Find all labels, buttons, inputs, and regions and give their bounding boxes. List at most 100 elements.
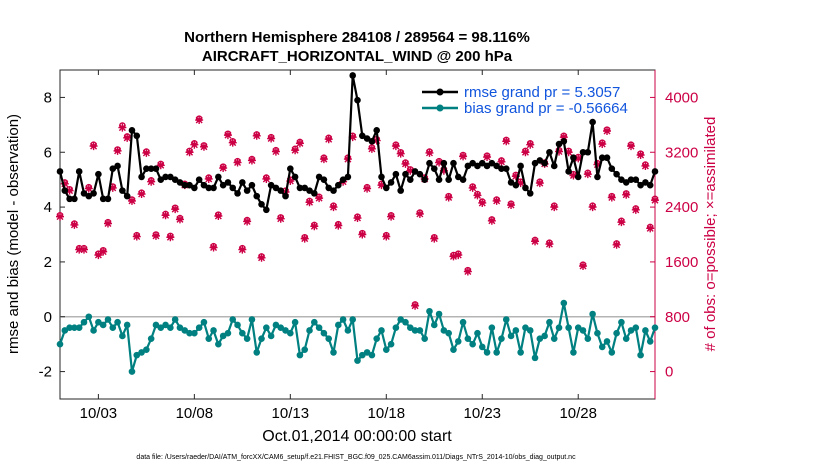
obs-assimilated-marker: [382, 232, 391, 241]
rmse-data-point: [546, 148, 553, 156]
obs-assimilated-marker: [377, 181, 386, 190]
rmse-data-point: [104, 195, 112, 203]
obs-assimilated-marker: [617, 218, 626, 227]
obs-assimilated-marker: [151, 231, 160, 240]
bias-data-point: [71, 324, 78, 332]
rmse-data-point: [176, 179, 184, 186]
obs-assimilated-marker: [65, 186, 74, 195]
obs-assimilated-marker: [444, 193, 453, 202]
obs-assimilated-marker: [607, 193, 616, 202]
bias-data-point: [536, 335, 544, 342]
rmse-data-point: [143, 165, 150, 172]
bias-data-point: [411, 327, 419, 334]
bias-data-point: [219, 332, 227, 340]
obs-assimilated-marker: [497, 157, 506, 166]
rmse-data-point: [435, 176, 443, 183]
obs-assimilated-marker: [396, 149, 405, 158]
bias-data-point: [99, 321, 107, 329]
bias-data-point: [358, 351, 366, 359]
rmse-data-point: [71, 195, 78, 203]
rmse-data-point: [459, 176, 467, 183]
obs-assimilated-marker: [651, 196, 659, 205]
bias-data-point: [167, 324, 174, 332]
right-y-tick-label: 4000: [665, 89, 698, 106]
rmse-data-point: [61, 187, 69, 194]
rmse-data-point: [416, 170, 424, 178]
obs-assimilated-marker: [334, 221, 343, 230]
bias-data-point: [80, 318, 88, 326]
bias-data-point: [301, 346, 309, 353]
bias-data-point: [354, 357, 361, 364]
obs-assimilated-marker: [310, 222, 319, 231]
rmse-data-point: [186, 181, 193, 189]
obs-assimilated-marker: [94, 251, 103, 260]
bias-data-point: [627, 327, 635, 334]
bias-data-point: [579, 327, 587, 334]
bias-data-point: [574, 324, 582, 332]
obs-assimilated-marker: [247, 156, 256, 165]
bias-data-point: [90, 327, 97, 334]
bias-data-point: [594, 329, 601, 337]
obs-assimilated-marker: [348, 133, 357, 142]
bias-data-point: [603, 338, 611, 345]
bias-data-point: [339, 316, 347, 323]
bias-data-point: [421, 335, 428, 342]
bias-data-point: [282, 327, 289, 334]
bias-data-point: [488, 324, 496, 332]
rmse-data-point: [493, 162, 500, 170]
rmse-data-point: [114, 162, 121, 170]
right-y-tick-label: 0: [665, 364, 673, 381]
rmse-data-point: [426, 159, 433, 167]
legend-bias-marker: [436, 104, 444, 112]
bias-data-point: [66, 324, 73, 332]
bias-data-point: [243, 335, 251, 342]
obs-assimilated-marker: [401, 159, 410, 168]
obs-assimilated-marker: [574, 154, 583, 163]
obs-assimilated-marker: [487, 216, 496, 225]
rmse-data-point: [632, 176, 640, 183]
rmse-data-point: [253, 192, 261, 200]
obs-assimilated-marker: [636, 150, 645, 159]
obs-assimilated-marker: [267, 134, 276, 143]
obs-assimilated-marker: [209, 243, 218, 252]
bias-data-point: [363, 349, 371, 356]
obs-assimilated-marker: [286, 177, 295, 186]
rmse-data-point: [215, 173, 222, 181]
bias-data-point: [85, 313, 93, 321]
bias-data-point: [191, 329, 198, 337]
rmse-data-point: [474, 162, 481, 170]
rmse-data-point: [536, 157, 544, 164]
obs-assimilated-marker: [483, 153, 492, 162]
obs-assimilated-marker: [387, 212, 396, 221]
obs-assimilated-marker: [171, 205, 180, 214]
x-tick-label: 10/03: [80, 405, 118, 422]
obs-assimilated-marker: [324, 135, 333, 144]
obs-assimilated-marker: [463, 267, 472, 276]
obs-assimilated-marker: [305, 198, 314, 207]
bias-data-point: [464, 335, 472, 342]
obs-assimilated-marker: [142, 148, 151, 157]
obs-assimilated-marker: [367, 144, 376, 153]
obs-assimilated-marker: [391, 142, 400, 151]
obs-assimilated-marker: [214, 211, 223, 220]
bias-data-point: [272, 321, 280, 329]
obs-assimilated-marker: [161, 211, 170, 220]
rmse-data-point: [512, 181, 520, 189]
right-y-tick-label: 1600: [665, 254, 698, 271]
obs-assimilated-marker: [137, 190, 146, 199]
rmse-data-point: [598, 154, 606, 162]
obs-assimilated-marker: [219, 164, 228, 173]
obs-assimilated-marker: [545, 240, 554, 249]
rmse-data-point: [358, 132, 366, 140]
obs-assimilated-marker: [276, 214, 285, 223]
bias-data-point: [234, 321, 241, 329]
obs-assimilated-marker: [108, 183, 117, 192]
obs-assimilated-marker: [147, 177, 156, 186]
left-y-tick-label: 2: [44, 254, 52, 271]
obs-assimilated-marker: [243, 217, 252, 226]
bias-data-point: [469, 340, 476, 348]
obs-assimilated-marker: [425, 148, 434, 157]
bias-data-point: [200, 318, 208, 326]
obs-assimilated-marker: [295, 139, 304, 148]
